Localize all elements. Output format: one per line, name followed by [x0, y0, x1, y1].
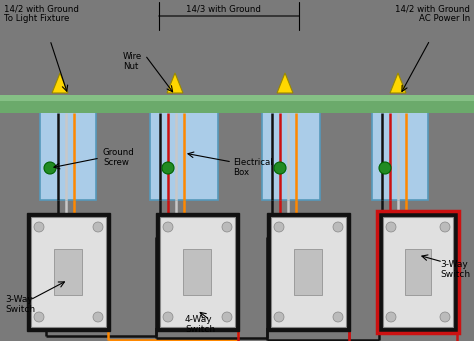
Text: 14/2 with Ground
To Light Fixture: 14/2 with Ground To Light Fixture [4, 4, 79, 24]
Text: Ground
Screw: Ground Screw [103, 148, 135, 167]
Bar [31, 217, 106, 327]
Circle shape [379, 162, 391, 174]
Bar [150, 105, 218, 200]
Circle shape [274, 312, 284, 322]
Bar [262, 105, 320, 200]
Bar [54, 249, 82, 295]
Polygon shape [52, 73, 68, 93]
Circle shape [163, 222, 173, 232]
Bar [0, 95, 474, 101]
Circle shape [440, 312, 450, 322]
Bar [405, 249, 431, 295]
Bar [271, 217, 346, 327]
Text: 14/3 with Ground: 14/3 with Ground [185, 4, 260, 13]
Text: 3-Way
Switch: 3-Way Switch [5, 295, 35, 314]
Circle shape [274, 162, 286, 174]
Bar [27, 213, 110, 331]
Circle shape [274, 222, 284, 232]
Bar [160, 217, 235, 327]
Circle shape [93, 222, 103, 232]
Bar [0, 95, 474, 113]
Circle shape [333, 312, 343, 322]
Circle shape [222, 312, 232, 322]
Bar [156, 213, 239, 331]
Circle shape [162, 162, 174, 174]
Circle shape [333, 222, 343, 232]
Bar [40, 105, 96, 200]
Circle shape [163, 312, 173, 322]
Circle shape [34, 222, 44, 232]
Polygon shape [167, 73, 183, 93]
Text: Wire
Nut: Wire Nut [123, 52, 142, 71]
Bar [377, 211, 459, 333]
Bar [183, 249, 211, 295]
Text: 3-Way
Switch: 3-Way Switch [440, 260, 470, 279]
Bar [267, 213, 350, 331]
Circle shape [34, 312, 44, 322]
Bar [372, 105, 428, 200]
Text: Electrical
Box: Electrical Box [233, 158, 273, 177]
Bar [383, 217, 453, 327]
Polygon shape [390, 73, 406, 93]
Circle shape [440, 222, 450, 232]
Polygon shape [277, 73, 293, 93]
Circle shape [222, 222, 232, 232]
Bar [294, 249, 322, 295]
Circle shape [386, 312, 396, 322]
Circle shape [386, 222, 396, 232]
Circle shape [93, 312, 103, 322]
Text: 4-Way
Switch: 4-Way Switch [185, 315, 215, 335]
Text: 14/2 with Ground
AC Power In: 14/2 with Ground AC Power In [395, 4, 470, 24]
Bar [379, 213, 457, 331]
Circle shape [44, 162, 56, 174]
